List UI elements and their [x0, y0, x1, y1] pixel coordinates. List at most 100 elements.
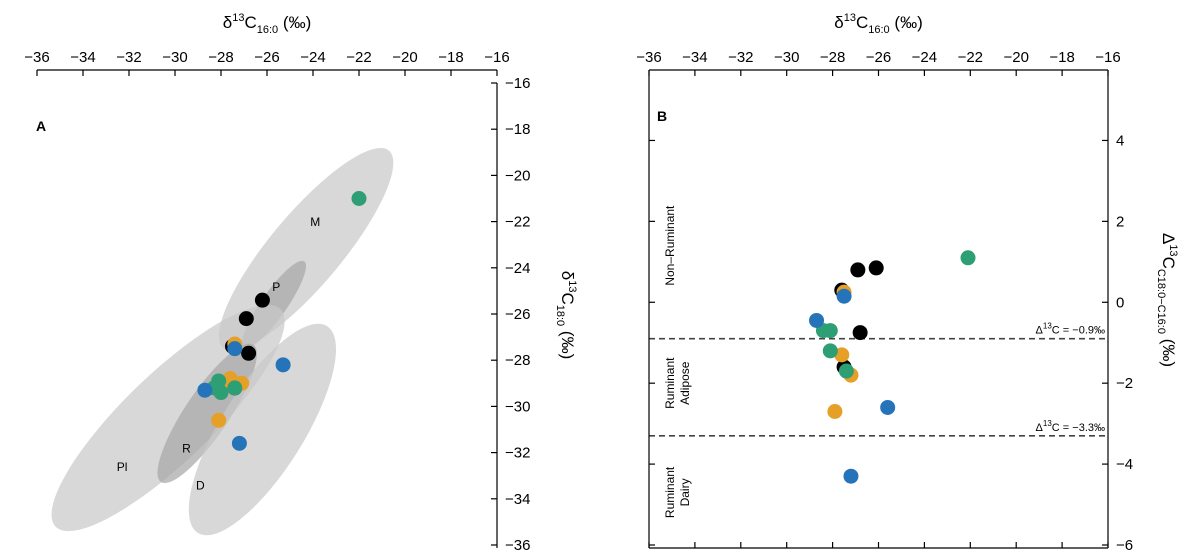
reference-line-label-text: C = −0.9‰ [1052, 325, 1105, 337]
x-axis-title-sub: 16:0 [257, 24, 278, 36]
y-tick-label: −2 [1116, 375, 1133, 392]
y-tick-label: −32 [505, 445, 530, 462]
y-tick-label: −36 [505, 537, 530, 553]
y-axis-title-unit: (‰) [1159, 334, 1178, 367]
x-tick-label: −36 [636, 49, 661, 66]
region-label-line: Dairy [678, 478, 692, 506]
x-tick-label: −16 [484, 49, 509, 66]
y-tick-label: −34 [505, 491, 530, 508]
x-tick-label: −26 [866, 49, 891, 66]
y-tick-label: −24 [505, 260, 530, 277]
x-axis-title-base: δ [223, 13, 232, 32]
y-tick-label: −16 [505, 75, 530, 92]
ellipse-label-r: R [182, 442, 191, 456]
x-tick-label: −20 [392, 49, 417, 66]
data-point [241, 345, 257, 361]
x-tick-label: −18 [438, 49, 463, 66]
x-axis-title-unit: (‰) [278, 13, 311, 32]
panel-b-letter: B [657, 108, 667, 124]
x-tick-label: −34 [682, 49, 707, 66]
y-axis-title-base: δ [558, 271, 577, 280]
data-point [211, 412, 227, 428]
x-tick-label: −36 [24, 49, 49, 66]
reference-line-label: Δ13C = −0.9‰ [1036, 322, 1105, 337]
data-point [827, 404, 843, 419]
data-point [880, 399, 896, 415]
x-axis-title-main: C [856, 13, 868, 32]
y-axis-title-sup: 13 [566, 280, 578, 292]
ellipse-label-m: M [310, 215, 320, 229]
y-tick-label: −6 [1116, 537, 1133, 553]
x-tick-label: −22 [346, 49, 371, 66]
panel-a: A M P Pl R D −36 −34 −32 −30 −28 −26 −24 −22 −20 −18 −1… [24, 12, 578, 553]
x-tick-label: −26 [254, 49, 279, 66]
region-label-line: Adipose [678, 361, 692, 405]
y-axis-title: δ13C18:0 (‰) [554, 271, 578, 359]
reference-line-label-sup: 13 [1043, 322, 1052, 331]
x-tick-label: −24 [300, 49, 325, 66]
x-tick-label: −28 [820, 49, 845, 66]
y-tick-label: −26 [505, 306, 530, 323]
data-point [822, 343, 838, 359]
data-point [838, 363, 854, 379]
y-axis-title-sub: 18:0 [554, 305, 566, 326]
region-label: RuminantDairy [663, 466, 692, 518]
data-point [809, 312, 825, 328]
ellipse-label-d: D [196, 479, 205, 493]
data-point [227, 380, 243, 396]
x-axis-title-main: C [244, 13, 256, 32]
y-tick-label: −18 [505, 121, 530, 138]
x-axis-title: δ13C16:0 (‰) [834, 12, 922, 36]
y-tick-label: −4 [1116, 456, 1133, 473]
region-label-line: Non–Ruminant [663, 205, 677, 286]
y-tick-label: −30 [505, 398, 530, 415]
y-tick-label: −28 [505, 352, 530, 369]
x-axis-title-sub: 16:0 [868, 24, 889, 36]
data-point [822, 323, 838, 339]
x-tick-label: −18 [1049, 49, 1074, 66]
x-tick-label: −22 [958, 49, 983, 66]
data-point [227, 341, 243, 357]
y-axis-title-main: C [1159, 257, 1178, 269]
x-axis-title-unit: (‰) [890, 13, 923, 32]
y-axis-title-sup: 13 [1167, 244, 1179, 256]
reference-line-label: Δ13C = −3.3‰ [1036, 419, 1105, 434]
ellipse-d [188, 323, 336, 536]
y-axis-title-main: C [558, 292, 577, 304]
y-tick-label: 0 [1116, 294, 1124, 311]
ellipse-label-p: P [272, 280, 280, 294]
x-axis-title: δ13C16:0 (‰) [223, 12, 311, 36]
y-tick-label: 4 [1116, 132, 1124, 149]
x-tick-label: −34 [70, 49, 95, 66]
region-label-line: Ruminant [663, 357, 677, 409]
data-point [843, 468, 859, 484]
data-point [254, 292, 270, 308]
x-tick-label: −32 [728, 49, 753, 66]
y-axis-title: Δ13CC18:0−C16:0 (‰) [1155, 233, 1179, 367]
x-tick-label: −28 [208, 49, 233, 66]
data-point [852, 325, 868, 341]
reference-line-label-sup: 13 [1043, 419, 1052, 428]
reference-line-label-base: Δ [1036, 422, 1044, 434]
y-tick-label: −20 [505, 167, 530, 184]
panel-b: B Δ13C = −0.9‰Δ13C = −3.3‰Non–RuminantRu… [636, 12, 1179, 553]
x-tick-label: −30 [162, 49, 187, 66]
region-label: RuminantAdipose [663, 357, 692, 409]
data-point [850, 262, 866, 278]
y-axis-title-sub: C18:0−C16:0 [1155, 269, 1167, 334]
data-point [351, 191, 367, 206]
data-point [213, 385, 229, 401]
x-axis-title-base: δ [834, 13, 843, 32]
data-point [868, 260, 884, 276]
data-point [960, 250, 976, 266]
data-point [231, 435, 247, 451]
y-tick-label: 2 [1116, 213, 1124, 230]
x-tick-label: −30 [774, 49, 799, 66]
y-tick-label: −22 [505, 214, 530, 231]
data-point [197, 382, 213, 398]
data-point [836, 288, 852, 304]
data-point [238, 311, 254, 327]
x-axis-title-sup: 13 [844, 12, 856, 24]
reference-line-label-text: C = −3.3‰ [1052, 422, 1105, 434]
